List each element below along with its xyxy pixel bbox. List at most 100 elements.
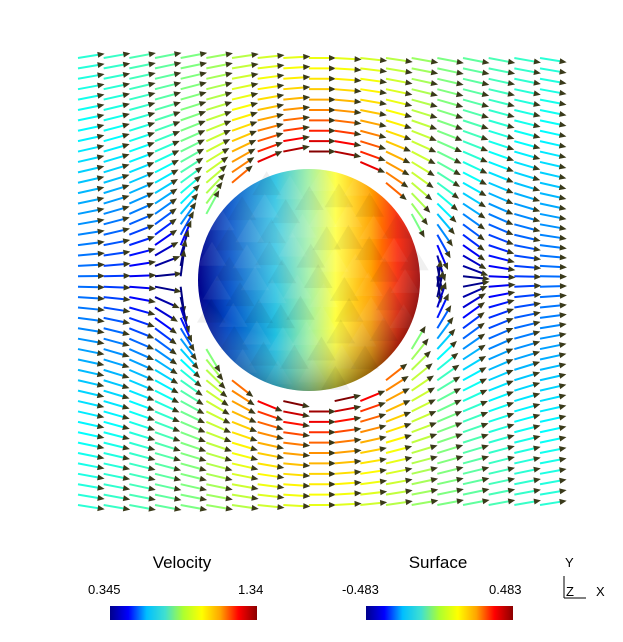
velocity-arrow-shaft [129,123,151,132]
velocity-arrow-head [121,184,130,191]
velocity-arrow-shaft [539,304,562,309]
velocity-arrow-head [196,407,205,414]
velocity-arrow-head [354,77,362,84]
velocity-arrow-head [96,443,105,450]
velocity-arrow-head [188,343,195,352]
velocity-arrow-shaft [129,420,151,430]
velocity-arrow-head [190,352,197,361]
velocity-arrow-head [456,466,464,472]
velocity-arrow-head [533,466,541,473]
velocity-arrow-shaft [488,446,511,454]
velocity-arrow-head [532,371,541,378]
velocity-arrow-head [96,113,105,120]
velocity-arrow-head [97,328,105,335]
velocity-arrow-head [194,380,202,387]
velocity-arrow-shaft [514,192,536,201]
velocity-arrow-shaft [179,205,195,225]
velocity-arrow-head [478,262,487,270]
velocity-arrow-shaft [360,447,383,455]
velocity-arrow-shaft [539,384,562,392]
velocity-arrow-shaft [103,358,126,367]
velocity-arrow-head [507,80,516,86]
velocity-arrow-head [174,505,182,512]
velocity-arrow-shaft [462,109,485,118]
velocity-arrow-head [171,396,180,403]
velocity-arrow-head [122,216,130,223]
velocity-arrow-head [248,417,257,423]
velocity-arrow-head [404,101,413,108]
velocity-arrow-shaft [257,420,280,430]
velocity-arrow-head [558,163,567,170]
velocity-arrow-head [507,123,515,129]
velocity-arrow-head [248,139,257,146]
velocity-arrow-shaft [179,296,187,319]
velocity-arrow-shaft [411,478,434,486]
velocity-arrow-shaft [128,337,150,349]
velocity-arrow-head [195,389,203,396]
velocity-arrow-head [559,488,567,495]
velocity-arrow-shaft [283,504,306,508]
velocity-arrow-shaft [411,456,434,465]
velocity-arrow-shaft [488,109,511,117]
velocity-arrow-shaft [231,410,253,422]
velocity-arrow-head [455,113,464,119]
velocity-arrow-head [198,101,207,107]
velocity-arrow-head [195,166,203,174]
velocity-arrow-shaft [360,425,382,434]
velocity-arrow-head [532,216,541,223]
velocity-arrow-shaft [206,63,229,70]
velocity-arrow-shaft [436,171,457,186]
velocity-arrow-head [421,217,428,226]
velocity-arrow-shaft [154,190,174,205]
velocity-arrow-head [354,98,362,105]
velocity-arrow-head [225,505,233,512]
velocity-arrow-head [123,261,131,268]
velocity-arrow-shaft [334,417,357,423]
velocity-arrow-shaft [283,55,306,59]
velocity-arrow-head [302,94,311,101]
velocity-arrow-head [302,431,311,438]
velocity-arrow-head [480,400,488,407]
velocity-arrow-shaft [154,348,174,363]
velocity-arrow-shaft [462,98,485,107]
surface-legend-min: -0.483 [342,582,379,597]
velocity-arrow-head [506,423,515,430]
velocity-arrow-shaft [334,471,357,475]
velocity-arrow-shaft [103,285,126,289]
velocity-arrow-head [477,244,485,251]
velocity-arrow-shaft [77,337,100,344]
velocity-arrow-head [147,445,156,452]
velocity-arrow-head [249,426,258,432]
velocity-arrow-head [97,505,105,512]
velocity-arrow-shaft [488,140,510,150]
velocity-arrow-shaft [488,202,510,214]
velocity-arrow-head [559,89,567,96]
velocity-arrow-head [97,284,105,291]
velocity-arrow-shaft [231,63,254,70]
velocity-arrow-head [329,460,336,467]
velocity-arrow-shaft [180,168,199,184]
velocity-arrow-shaft [462,181,483,195]
velocity-arrow-head [276,463,285,470]
velocity-arrow-shaft [206,92,228,101]
velocity-arrow-shaft [514,150,536,159]
velocity-arrow-head [193,371,201,379]
velocity-arrow-shaft [154,62,177,70]
velocity-arrow-shaft [334,140,357,146]
velocity-arrow-head [276,122,284,129]
velocity-arrow-shaft [77,400,100,407]
velocity-arrow-head [558,383,567,390]
velocity-arrow-shaft [514,88,537,95]
velocity-arrow-shaft [411,77,434,85]
velocity-arrow-shaft [334,395,357,403]
velocity-arrow-shaft [539,323,562,330]
velocity-arrow-shaft [488,414,510,423]
velocity-arrow-shaft [385,479,408,486]
velocity-arrow-head [192,184,200,192]
velocity-arrow-head [97,273,105,280]
velocity-arrow-shaft [205,389,226,404]
velocity-arrow-head [221,147,230,155]
velocity-arrow-shaft [77,114,100,122]
velocity-arrow-head [224,91,233,98]
velocity-arrow-head [558,435,567,442]
